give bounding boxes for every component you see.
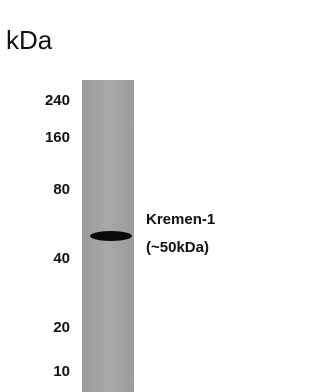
marker-label: 240 [45, 92, 70, 109]
western-blot: kDa 240 160 80 40 20 10 Kremen-1 (~50kDa… [0, 0, 247, 392]
marker-label: 40 [53, 250, 70, 267]
band [90, 231, 132, 241]
marker-label: 80 [53, 181, 70, 198]
unit-label: kDa [6, 25, 53, 55]
marker-label: 20 [53, 319, 70, 336]
band-name: Kremen-1 [146, 211, 215, 228]
band-size: (~50kDa) [146, 239, 209, 256]
marker-label: 10 [53, 363, 70, 380]
marker-label: 160 [45, 129, 70, 146]
page: kDa 240 160 80 40 20 10 Kremen-1 (~50kDa… [0, 0, 247, 392]
